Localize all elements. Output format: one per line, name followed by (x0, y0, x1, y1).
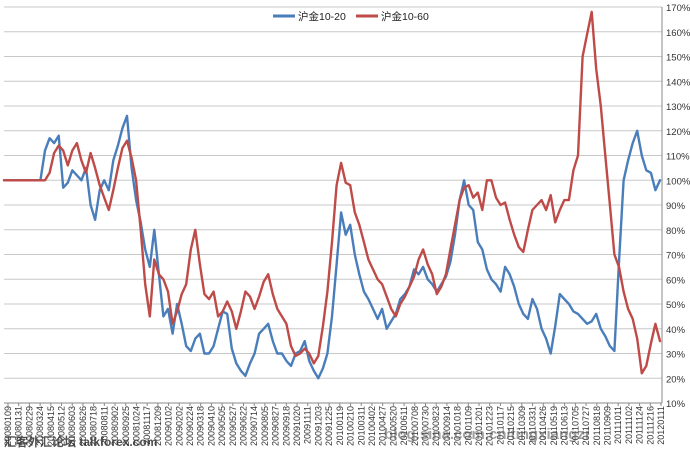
x-tick-label: 20090318 (196, 406, 206, 446)
x-tick-label: 20081117 (142, 406, 152, 445)
y-tick-label: 100% (666, 176, 690, 187)
legend: 沪金10-20 沪金10-60 (273, 10, 429, 23)
x-tick-label: 20080718 (89, 406, 99, 446)
y-tick-label: 90% (666, 201, 686, 212)
x-tick-label: 20091020 (292, 406, 302, 446)
x-tick-label: 20090202 (174, 406, 184, 446)
x-tick-label: 20090102 (164, 406, 174, 446)
x-tick-label: 20090827 (271, 406, 281, 446)
x-tick-label: 20090622 (239, 406, 249, 446)
x-tick-label: 20110705 (570, 406, 580, 445)
x-tick-label: 20100708 (410, 406, 420, 446)
x-tick-label: 20081209 (153, 406, 163, 446)
y-tick-label: 50% (666, 300, 686, 311)
x-tick-label: 20110818 (592, 406, 602, 445)
x-tick-label: 20080324 (35, 406, 45, 446)
x-tick-label: 20091203 (313, 406, 323, 446)
x-tick-label: 20091111 (303, 406, 313, 444)
y-tick-label: 160% (666, 28, 690, 39)
series-line-1 (2, 114, 662, 380)
x-tick-label: 20120111 (656, 406, 666, 445)
x-tick-label: 20110909 (602, 406, 612, 445)
x-tick-label: 20100427 (378, 406, 388, 446)
x-tick-label: 20100119 (335, 406, 345, 445)
x-tick-label: 20110613 (560, 406, 570, 445)
x-tick-label: 20090410 (206, 406, 216, 446)
y-tick-label: 30% (666, 350, 686, 361)
x-tick-label: 20110727 (581, 406, 591, 445)
x-tick-label: 20080512 (57, 406, 67, 446)
x-tick-label: 20101201 (474, 406, 484, 446)
watermark-left: 汇客外汇论坛 talkforex.com (4, 435, 158, 449)
x-tick-label: 20090714 (249, 406, 259, 446)
x-tick-label: 20080229 (24, 406, 34, 446)
x-tick-label: 20100823 (431, 406, 441, 446)
legend-label: 沪金10-20 (298, 10, 346, 23)
x-tick-label: 20111216 (645, 406, 655, 445)
x-tick-label: 20100730 (420, 406, 430, 446)
x-tick-label: 20101018 (453, 406, 463, 446)
x-tick-label: 20080811 (99, 406, 109, 445)
x-tick-label: 20090505 (217, 406, 227, 446)
y-tick-label: 60% (666, 275, 686, 286)
x-tick-label: 20101109 (463, 406, 473, 445)
x-tick-label: 20080626 (78, 406, 88, 446)
x-tick-label: 20100402 (367, 406, 377, 446)
x-tick-label: 20110519 (549, 406, 559, 445)
y-tick-label: 140% (666, 77, 690, 88)
y-tick-label: 10% (666, 399, 686, 410)
x-tick-label: 20110215 (506, 406, 516, 445)
y-tick-label: 110% (666, 152, 690, 163)
x-tick-label: 20110117 (495, 406, 505, 445)
x-tick-label: 20111124 (635, 406, 645, 444)
x-tick-label: 20080131 (14, 406, 24, 446)
y-tick-label: 20% (666, 374, 686, 385)
x-tick-label: 20100210 (346, 406, 356, 446)
x-tick-label: 20091225 (324, 406, 334, 446)
legend-label: 沪金10-60 (381, 10, 429, 23)
x-tick-label: 20100520 (388, 406, 398, 446)
y-tick-label: 170% (666, 3, 690, 14)
x-tick-label: 20090527 (228, 406, 238, 446)
y-tick-label: 80% (666, 226, 686, 237)
x-tick-label: 20090918 (281, 406, 291, 446)
x-tick-label: 20101223 (485, 406, 495, 446)
x-tick-label: 20100311 (356, 406, 366, 445)
y-tick-label: 120% (666, 127, 690, 138)
y-tick-label: 150% (666, 53, 690, 64)
series-lines (2, 10, 662, 380)
y-tick-label: 70% (666, 251, 686, 262)
x-tick-label: 20111011 (613, 406, 623, 444)
x-tick-label: 20080925 (121, 406, 131, 446)
x-tick-label: 20110331 (528, 406, 538, 445)
x-tick-label: 20090224 (185, 406, 195, 446)
x-tick-label: 20100914 (442, 406, 452, 446)
x-tick-label: 20110309 (517, 406, 527, 445)
x-tick-label: 20080415 (46, 406, 56, 446)
y-tick-label: 130% (666, 102, 690, 113)
x-tick-label: 20081024 (131, 406, 141, 446)
x-tick-label: 20080603 (67, 406, 77, 446)
x-tick-label: 20080902 (110, 406, 120, 446)
series-line-2 (2, 10, 662, 375)
y-axis: 10% 20% 30% 40% 50% 60% 70% 80% 90% 100% 110% 120% 1… (666, 3, 690, 410)
watermark-right: blog.sina.com.cn/tingxiangzi (384, 426, 590, 443)
x-tick-label: 20090805 (260, 406, 270, 446)
x-tick-label: 20080109 (3, 406, 13, 446)
x-tick-label: 20100611 (399, 406, 409, 445)
x-axis: 20080109 20080131 20080229 20080324 20080415… (3, 403, 666, 446)
y-tick-label: 40% (666, 325, 686, 336)
x-tick-label: 20111102 (624, 406, 634, 444)
x-tick-label: 20110426 (538, 406, 548, 445)
